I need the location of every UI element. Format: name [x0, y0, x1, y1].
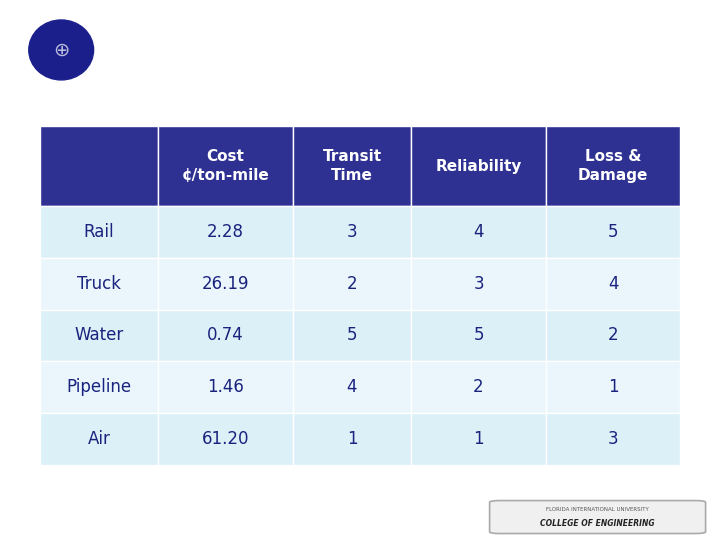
Text: 4: 4: [347, 378, 357, 396]
FancyBboxPatch shape: [546, 126, 680, 206]
Text: Water: Water: [74, 327, 124, 345]
Text: Pipeline: Pipeline: [66, 378, 132, 396]
Text: 4: 4: [608, 275, 618, 293]
FancyBboxPatch shape: [411, 206, 546, 258]
FancyBboxPatch shape: [40, 206, 158, 258]
FancyBboxPatch shape: [293, 361, 411, 413]
FancyBboxPatch shape: [293, 413, 411, 465]
FancyBboxPatch shape: [293, 126, 411, 206]
Ellipse shape: [29, 20, 94, 80]
Text: 1: 1: [473, 430, 484, 448]
FancyBboxPatch shape: [546, 258, 680, 309]
Text: Reliability: Reliability: [436, 159, 522, 174]
Text: Truck: Truck: [77, 275, 121, 293]
Text: 5: 5: [608, 223, 618, 241]
Text: Rail: Rail: [84, 223, 114, 241]
FancyBboxPatch shape: [293, 258, 411, 309]
FancyBboxPatch shape: [546, 309, 680, 361]
Text: 26.19: 26.19: [202, 275, 249, 293]
FancyBboxPatch shape: [40, 126, 158, 206]
FancyBboxPatch shape: [158, 258, 293, 309]
Text: 2: 2: [608, 327, 618, 345]
Text: 2: 2: [346, 275, 357, 293]
Text: ⊕: ⊕: [53, 40, 69, 59]
FancyBboxPatch shape: [411, 413, 546, 465]
FancyBboxPatch shape: [411, 361, 546, 413]
FancyBboxPatch shape: [40, 258, 158, 309]
FancyBboxPatch shape: [411, 126, 546, 206]
Text: Cost
¢/ton-mile: Cost ¢/ton-mile: [181, 150, 269, 183]
FancyBboxPatch shape: [490, 501, 706, 534]
FancyBboxPatch shape: [546, 206, 680, 258]
Text: 1: 1: [608, 378, 618, 396]
Text: Transportation Mode Comparison: Transportation Mode Comparison: [112, 33, 720, 66]
Text: 1: 1: [346, 430, 357, 448]
Text: 3: 3: [473, 275, 484, 293]
FancyBboxPatch shape: [546, 361, 680, 413]
Text: Transit
Time: Transit Time: [323, 150, 382, 183]
FancyBboxPatch shape: [158, 361, 293, 413]
FancyBboxPatch shape: [40, 413, 158, 465]
FancyBboxPatch shape: [158, 126, 293, 206]
Text: 2: 2: [473, 378, 484, 396]
Text: 3: 3: [608, 430, 618, 448]
Text: 3: 3: [346, 223, 357, 241]
FancyBboxPatch shape: [40, 361, 158, 413]
Text: 1.46: 1.46: [207, 378, 244, 396]
Text: 5: 5: [347, 327, 357, 345]
Text: 0.74: 0.74: [207, 327, 244, 345]
Text: 5: 5: [473, 327, 484, 345]
FancyBboxPatch shape: [546, 413, 680, 465]
Text: 2.28: 2.28: [207, 223, 244, 241]
FancyBboxPatch shape: [158, 413, 293, 465]
Text: 61.20: 61.20: [202, 430, 249, 448]
FancyBboxPatch shape: [411, 309, 546, 361]
Text: Air: Air: [87, 430, 110, 448]
Text: FLORIDA INTERNATIONAL UNIVERSITY: FLORIDA INTERNATIONAL UNIVERSITY: [546, 507, 649, 512]
FancyBboxPatch shape: [293, 309, 411, 361]
Ellipse shape: [20, 11, 102, 89]
Text: 4: 4: [473, 223, 484, 241]
FancyBboxPatch shape: [411, 258, 546, 309]
FancyBboxPatch shape: [158, 206, 293, 258]
Text: Loss &
Damage: Loss & Damage: [578, 150, 648, 183]
Text: COLLEGE OF ENGINEERING: COLLEGE OF ENGINEERING: [540, 519, 655, 528]
FancyBboxPatch shape: [158, 309, 293, 361]
FancyBboxPatch shape: [40, 309, 158, 361]
FancyBboxPatch shape: [293, 206, 411, 258]
